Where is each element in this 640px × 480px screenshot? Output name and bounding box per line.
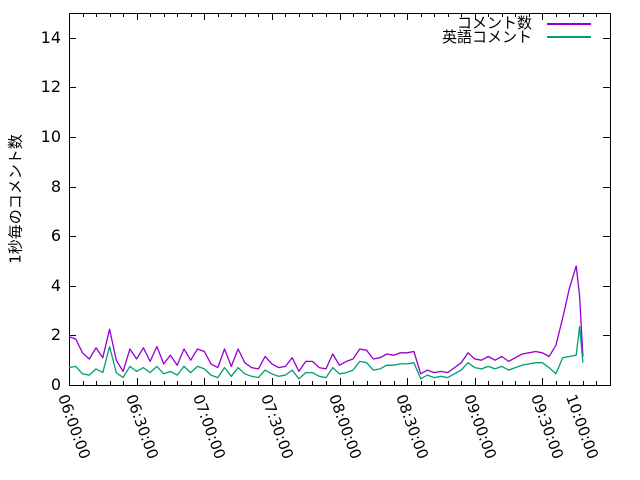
legend-item-comments: コメント数 xyxy=(442,14,591,32)
y-tick-label: 6 xyxy=(50,226,61,246)
y-tick-label: 12 xyxy=(40,77,61,97)
series-line-0 xyxy=(68,265,584,375)
y-tick-label: 8 xyxy=(50,176,61,196)
y-tick-label: 10 xyxy=(40,127,61,146)
series-line-1 xyxy=(68,326,584,380)
legend-line-sample-comments xyxy=(547,22,591,25)
plot-border xyxy=(69,13,611,386)
y-tick-label: 14 xyxy=(40,27,61,47)
legend: コメント数 英語コメント xyxy=(441,14,591,46)
y-tick-label: 4 xyxy=(50,275,61,295)
legend-label-english-comments: 英語コメント xyxy=(441,27,532,46)
legend-label-comments: コメント数 xyxy=(456,14,532,32)
legend-item-english-comments: 英語コメント xyxy=(441,27,591,46)
legend-line-sample-english-comments xyxy=(547,36,591,39)
y-tick-label: 2 xyxy=(50,325,61,345)
y-tick-label: 0 xyxy=(50,375,61,394)
